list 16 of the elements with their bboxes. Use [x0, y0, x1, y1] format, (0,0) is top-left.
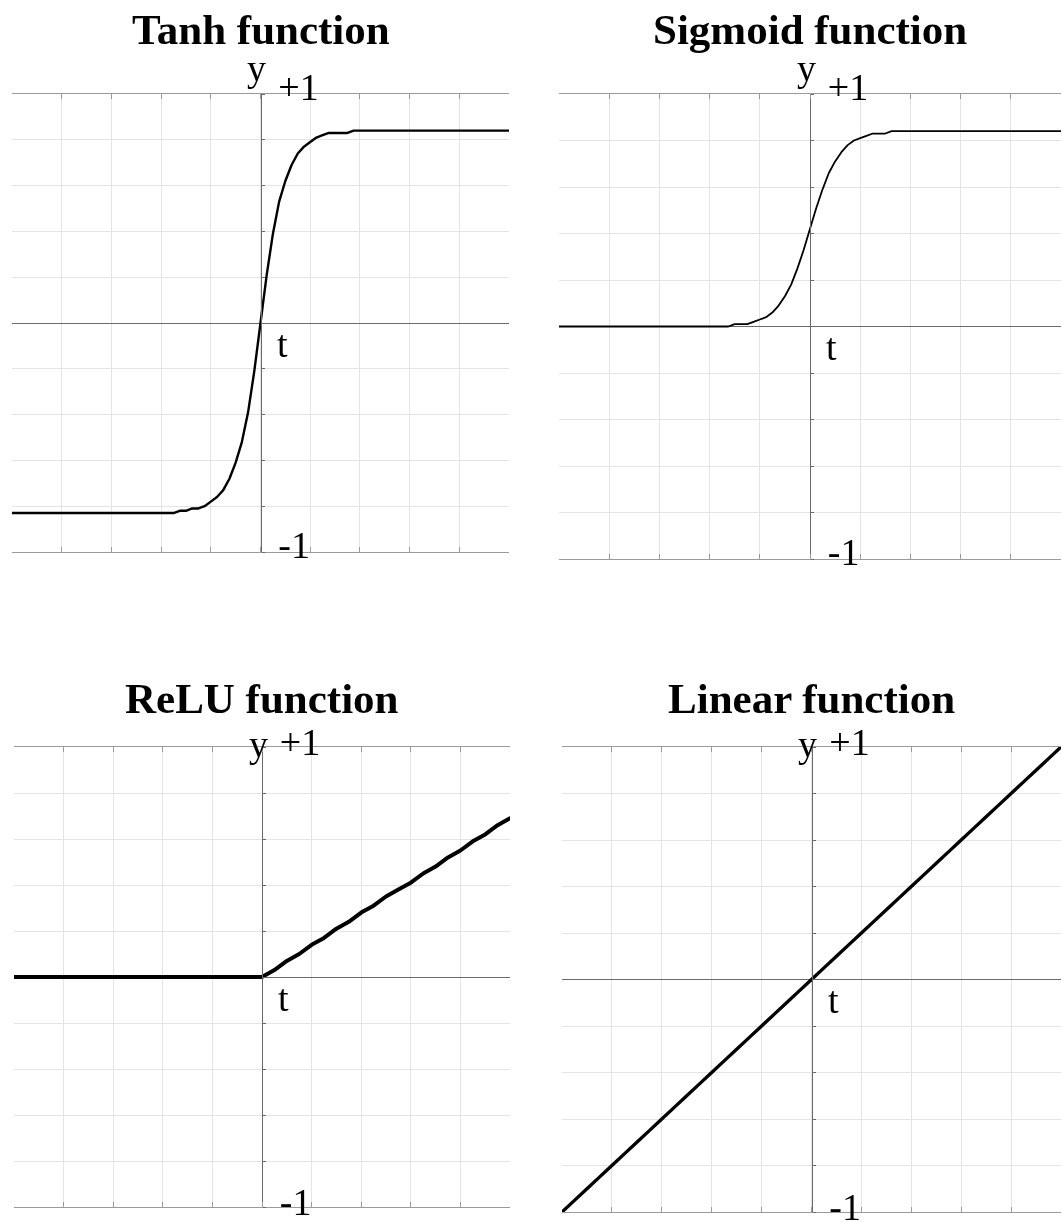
y-tick-label: -1	[829, 1186, 861, 1222]
y-tick-label: +1	[827, 66, 869, 109]
y-tick-label: +1	[279, 721, 321, 764]
x-axis-title: t	[828, 979, 839, 1021]
y-tick-label: +1	[278, 66, 319, 109]
chart-title: Linear function	[668, 675, 956, 722]
x-axis-title: t	[277, 323, 288, 365]
x-axis-title: t	[278, 977, 289, 1019]
y-tick-label: -1	[827, 531, 860, 574]
y-tick-label: -1	[279, 1181, 312, 1222]
x-axis-title: t	[826, 326, 837, 368]
y-tick-label: +1	[829, 721, 870, 764]
y-axis-title: y	[798, 723, 817, 765]
y-axis-title: y	[249, 723, 268, 765]
y-tick-label: -1	[278, 524, 310, 567]
chart-title: ReLU function	[125, 675, 399, 722]
